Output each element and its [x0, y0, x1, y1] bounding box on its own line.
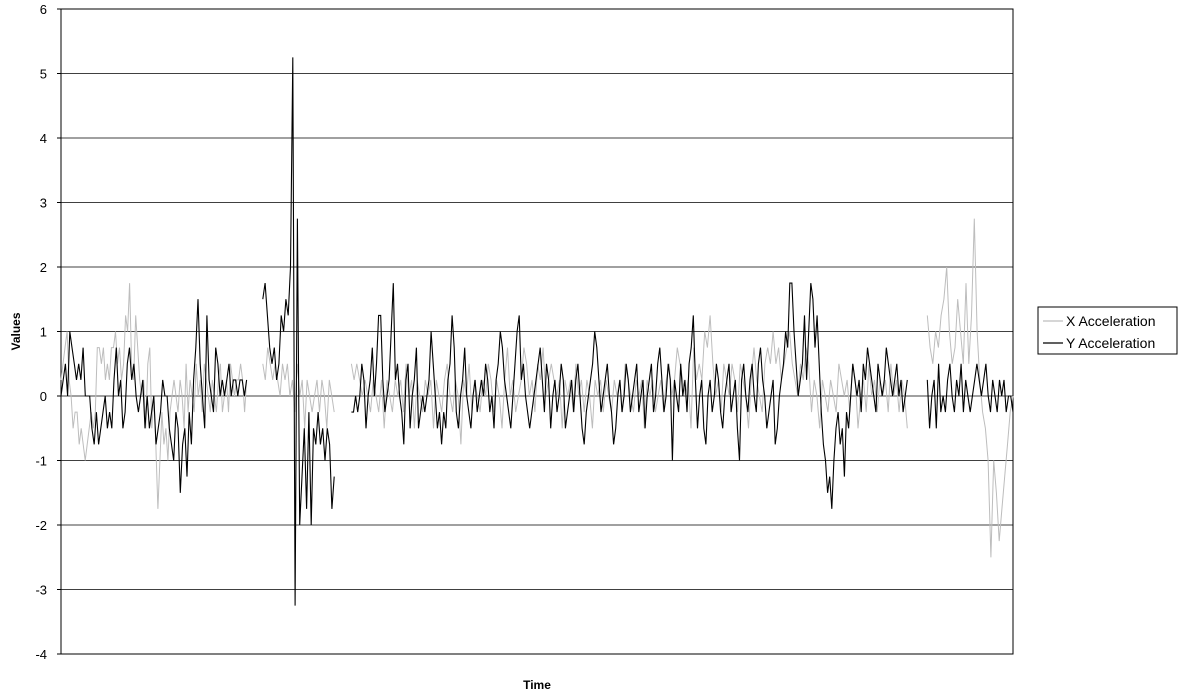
series-line-segment	[262, 57, 335, 606]
legend-box	[1037, 306, 1178, 355]
y-tick-label: -2	[35, 518, 47, 533]
y-tick-label: 3	[40, 196, 47, 211]
y-axis-ticks: 6 5 4 3 2 1 0 -1 -2 -3 -4	[35, 2, 61, 662]
series-lines	[60, 57, 1014, 606]
y-axis-title: Values	[9, 312, 23, 350]
y-tick-label: -3	[35, 583, 47, 598]
series-line-segment	[926, 218, 1014, 558]
y-tick-label: 0	[40, 389, 47, 404]
series-line-segment	[351, 282, 908, 509]
series-line-segment	[926, 363, 1014, 429]
y-tick-label: 6	[40, 2, 47, 17]
x-axis-title: Time	[523, 678, 551, 692]
y-tick-label: 1	[40, 325, 47, 340]
y-tick-label: -1	[35, 454, 47, 469]
series-line-segment	[60, 299, 248, 493]
y-tick-label: 2	[40, 260, 47, 275]
legend-label-x-acceleration: X Acceleration	[1066, 313, 1156, 329]
y-tick-label: -4	[35, 647, 47, 662]
legend: X Acceleration Y Acceleration	[1037, 306, 1178, 355]
series-y-acceleration	[60, 57, 1014, 606]
legend-label-y-acceleration: Y Acceleration	[1066, 335, 1155, 351]
y-tick-label: 5	[40, 67, 47, 82]
y-tick-label: 4	[40, 131, 47, 146]
